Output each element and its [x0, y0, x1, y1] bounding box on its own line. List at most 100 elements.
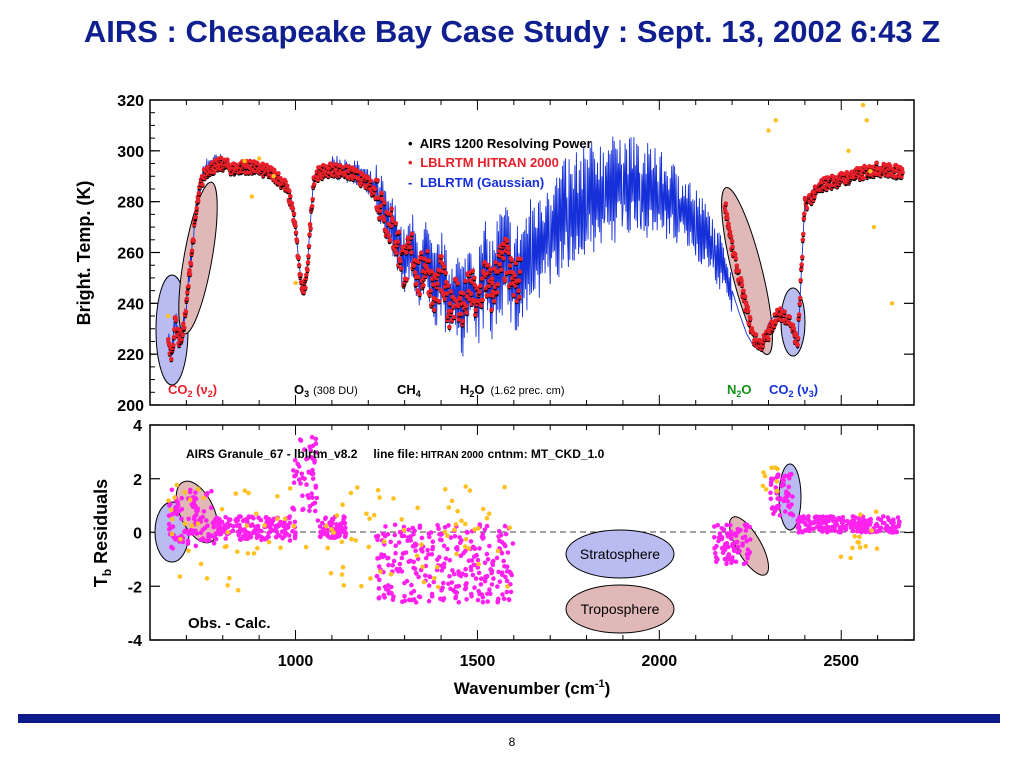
hitran-point: [745, 304, 750, 310]
residual-alt-point: [225, 530, 230, 535]
hitran-point: [303, 285, 308, 291]
residual-point: [821, 516, 827, 522]
hitran-point: [173, 317, 179, 323]
residual-point: [440, 563, 445, 568]
residual-alt-point: [189, 523, 195, 528]
residual-point: [426, 552, 431, 557]
residual-point: [729, 560, 734, 565]
hitran-point: [191, 238, 196, 244]
residual-point: [219, 529, 224, 534]
residual-point: [795, 518, 801, 524]
residual-point: [411, 565, 416, 571]
residual-point: [417, 523, 423, 529]
hitran-point: [888, 166, 894, 171]
residual-alt-point: [242, 488, 248, 494]
hitran-point: [418, 255, 424, 261]
residual-point: [861, 517, 867, 523]
residual-point: [448, 535, 454, 540]
residual-point: [337, 529, 342, 534]
hitran-point: [489, 307, 494, 313]
band-h2o: H2O (1.62 prec. cm): [460, 382, 565, 399]
hitran-point: [473, 312, 478, 318]
residual-point: [501, 596, 507, 602]
hitran-point: [293, 223, 298, 229]
residual-point: [293, 530, 298, 535]
hitran-point: [443, 270, 449, 276]
hitran-point: [185, 290, 190, 295]
residual-alt-point: [442, 529, 448, 535]
residual-point: [816, 521, 822, 526]
residual-point: [490, 562, 496, 568]
hitran-point: [787, 314, 793, 320]
outlier-point: [249, 194, 255, 199]
residual-alt-point: [339, 572, 345, 577]
hitran-point: [388, 211, 393, 217]
residual-point: [499, 570, 505, 575]
residual-point: [482, 527, 488, 532]
hitran-point: [449, 308, 454, 314]
residual-point: [896, 519, 902, 524]
hitran-point: [795, 335, 801, 341]
hitran-point: [193, 214, 198, 220]
residual-alt-point: [282, 516, 288, 521]
residual-alt-point: [869, 528, 875, 533]
residual-alt-point: [480, 506, 486, 512]
hitran-point: [288, 193, 293, 199]
residual-point: [773, 485, 779, 490]
hitran-point: [390, 218, 396, 224]
bottom-x-axis-label: Wavenumber (cm-1): [454, 678, 611, 698]
hitran-point: [171, 335, 177, 340]
residual-point: [222, 523, 228, 528]
hitran-point: [379, 190, 385, 196]
hitran-point: [892, 168, 898, 173]
residual-point: [797, 524, 802, 530]
residual-point: [386, 588, 391, 593]
residual-alt-point: [850, 545, 855, 551]
hitran-point: [421, 283, 426, 288]
hitran-point: [796, 312, 802, 317]
troposphere-legend-swatch: [565, 584, 675, 634]
residual-point: [732, 540, 738, 546]
hitran-point: [512, 273, 518, 278]
residual-point: [494, 555, 500, 561]
residual-point: [864, 526, 870, 531]
top-y-tick-label: 300: [117, 144, 144, 161]
hitran-point: [830, 174, 836, 180]
hitran-point: [801, 231, 806, 237]
hitran-point: [218, 155, 224, 161]
hitran-point: [448, 289, 454, 294]
residual-alt-point: [364, 511, 369, 517]
residual-point: [392, 532, 398, 538]
residual-alt-point: [169, 531, 175, 537]
residual-point: [375, 556, 380, 561]
hitran-point: [456, 317, 462, 322]
residual-point: [259, 528, 264, 534]
hitran-point: [406, 239, 412, 245]
residual-alt-point: [852, 534, 857, 539]
slide-title: AIRS : Chesapeake Bay Case Study : Sept.…: [83, 14, 941, 49]
hitran-point: [812, 194, 817, 199]
hitran-point: [386, 233, 392, 239]
residual-point: [509, 572, 514, 578]
residual-alt-point: [873, 509, 879, 514]
residual-alt-point: [377, 495, 382, 500]
residual-point: [314, 450, 319, 455]
residual-alt-point: [353, 538, 359, 543]
residual-point: [504, 564, 510, 569]
residual-point: [282, 530, 287, 535]
residual-point: [443, 556, 449, 561]
residual-point: [471, 544, 476, 550]
hitran-point: [518, 256, 523, 262]
hitran-point: [187, 268, 192, 273]
hitran-point: [183, 309, 189, 314]
residual-alt-point: [445, 533, 450, 538]
residual-alt-point: [486, 511, 492, 516]
residual-point: [227, 522, 233, 528]
residual-point: [400, 551, 406, 556]
residual-point: [472, 585, 477, 590]
residual-point: [476, 588, 482, 594]
top-y-tick-label: 220: [117, 347, 144, 364]
residual-alt-point: [182, 489, 188, 495]
bottom-y-tick-labels: -4 -2 0 2 4: [128, 418, 142, 650]
residual-point: [503, 531, 509, 537]
